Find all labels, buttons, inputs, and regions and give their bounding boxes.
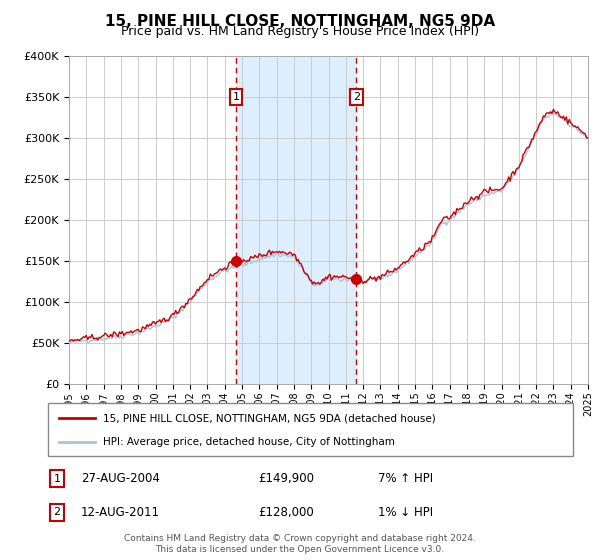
Text: This data is licensed under the Open Government Licence v3.0.: This data is licensed under the Open Gov… [155,545,445,554]
Text: 12-AUG-2011: 12-AUG-2011 [81,506,160,519]
Text: HPI: Average price, detached house, City of Nottingham: HPI: Average price, detached house, City… [103,436,395,446]
Text: 1: 1 [53,474,61,484]
Text: 27-AUG-2004: 27-AUG-2004 [81,472,160,486]
Text: 1% ↓ HPI: 1% ↓ HPI [378,506,433,519]
FancyBboxPatch shape [48,403,573,456]
Text: Contains HM Land Registry data © Crown copyright and database right 2024.: Contains HM Land Registry data © Crown c… [124,534,476,543]
Text: £149,900: £149,900 [258,472,314,486]
Text: £128,000: £128,000 [258,506,314,519]
Text: 1: 1 [232,92,239,102]
Bar [236,56,356,384]
Text: Price paid vs. HM Land Registry's House Price Index (HPI): Price paid vs. HM Land Registry's House … [121,25,479,38]
Text: 15, PINE HILL CLOSE, NOTTINGHAM, NG5 9DA: 15, PINE HILL CLOSE, NOTTINGHAM, NG5 9DA [105,14,495,29]
Text: 2: 2 [353,92,360,102]
Text: 2: 2 [53,507,61,517]
Text: 15, PINE HILL CLOSE, NOTTINGHAM, NG5 9DA (detached house): 15, PINE HILL CLOSE, NOTTINGHAM, NG5 9DA… [103,413,436,423]
Text: 7% ↑ HPI: 7% ↑ HPI [378,472,433,486]
